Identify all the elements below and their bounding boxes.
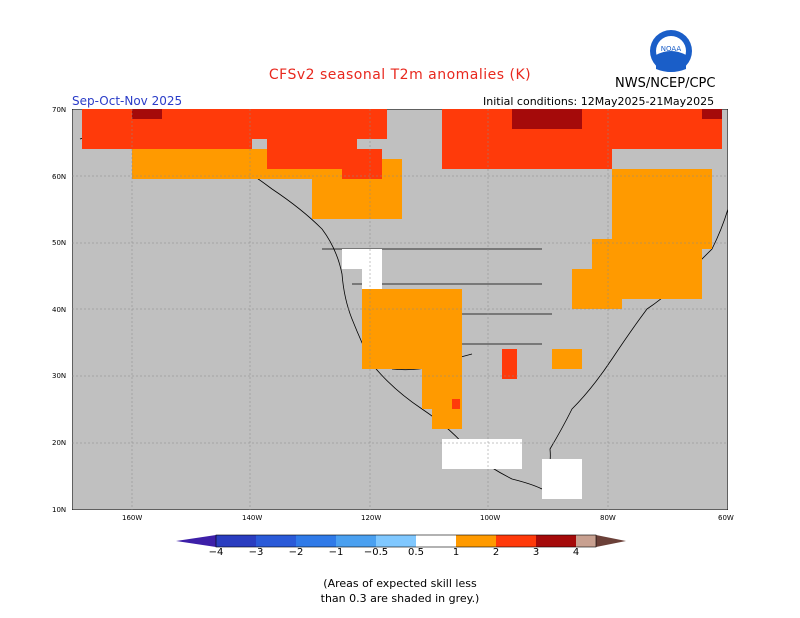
lat-label-50n: 50N	[52, 239, 67, 247]
skill-footnote: (Areas of expected skill less than 0.3 a…	[0, 576, 800, 606]
lon-label-100w: 100W	[480, 514, 501, 522]
footnote-line-1: (Areas of expected skill less	[323, 577, 477, 590]
colorbar-label: 0.5	[408, 547, 424, 558]
colorbar-right-arrow	[596, 535, 626, 547]
anomaly-map	[72, 109, 728, 510]
svg-text:NOAA: NOAA	[661, 45, 682, 53]
colorbar-label: −4	[208, 547, 224, 558]
lon-label-80w: 80W	[600, 514, 616, 522]
chart-title: CFSv2 seasonal T2m anomalies (K)	[268, 67, 532, 83]
org-label: NWS/NCEP/CPC	[615, 76, 716, 91]
season-label: Sep-Oct-Nov 2025	[72, 94, 183, 108]
initial-conditions-label: Initial conditions: 12May2025-21May2025	[483, 95, 715, 108]
lat-label-60n: 60N	[52, 173, 67, 181]
colorbar-label: −2	[288, 547, 304, 558]
colorbar-label: 1	[452, 547, 460, 558]
noaa-logo: NOAA	[650, 30, 692, 72]
lon-label-60w: 60W	[718, 514, 734, 522]
colorbar-label: 2	[492, 547, 500, 558]
footnote-line-2: than 0.3 are shaded in grey.)	[320, 592, 480, 605]
colorbar-label: −3	[248, 547, 264, 558]
colorbar-label: −1	[328, 547, 344, 558]
lon-label-120w: 120W	[361, 514, 382, 522]
lon-label-140w: 140W	[242, 514, 263, 522]
colorbar-left-arrow	[176, 535, 216, 547]
lon-label-160w: 160W	[122, 514, 143, 522]
lat-label-40n: 40N	[52, 306, 67, 314]
lat-label-30n: 30N	[52, 372, 67, 380]
lat-label-10n: 10N	[52, 506, 67, 514]
colorbar-label: 4	[572, 547, 580, 558]
lat-label-70n: 70N	[52, 106, 67, 114]
lat-label-20n: 20N	[52, 439, 67, 447]
colorbar-label: 3	[532, 547, 540, 558]
colorbar-label: −0.5	[363, 547, 389, 558]
colorbar	[176, 534, 626, 548]
